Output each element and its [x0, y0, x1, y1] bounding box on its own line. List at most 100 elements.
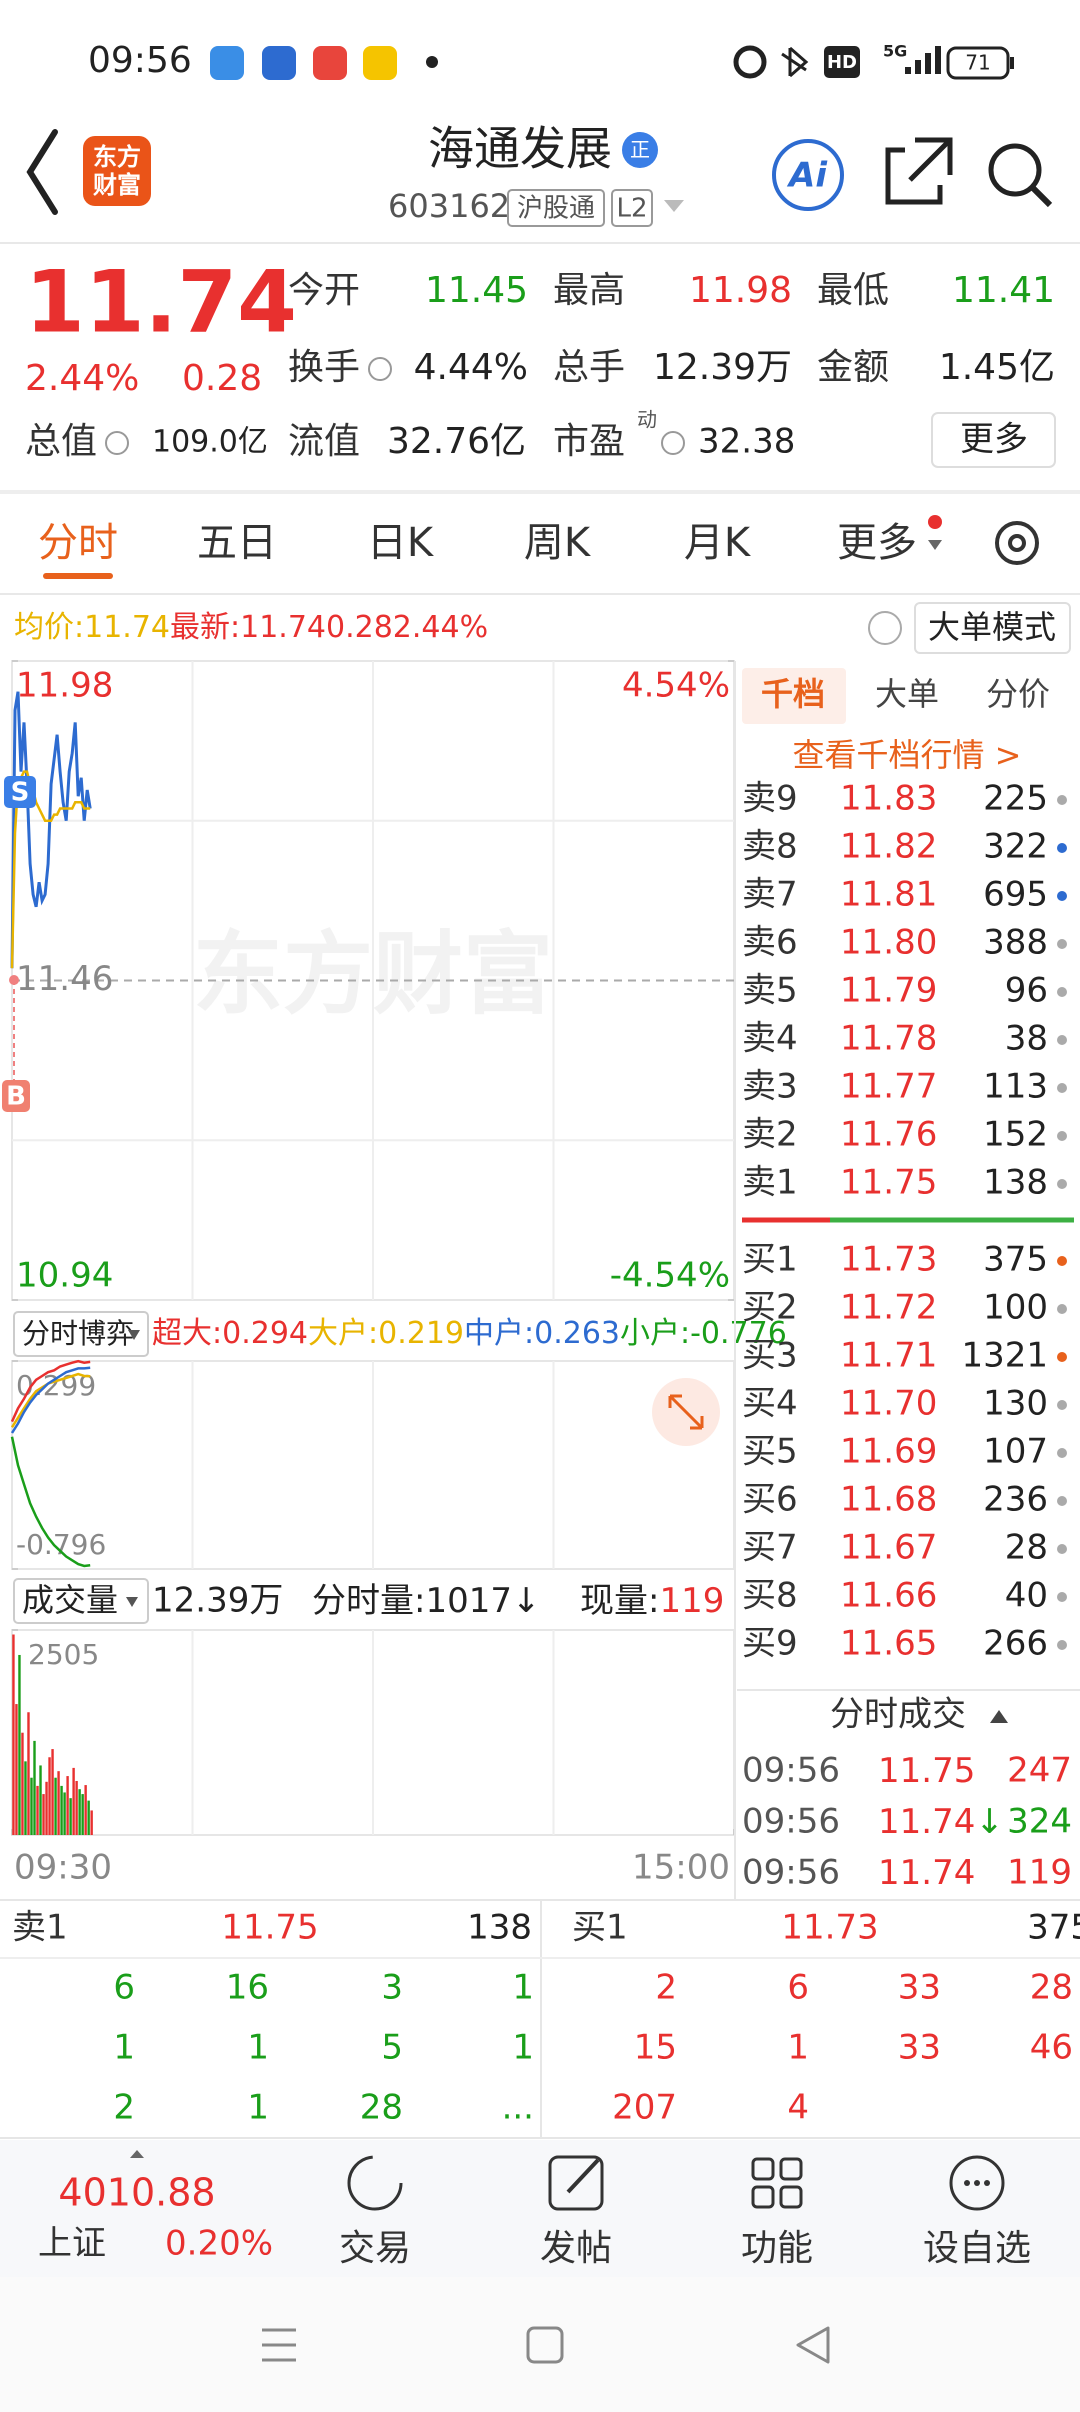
book-dot — [1057, 1179, 1067, 1189]
share-button[interactable] — [885, 137, 953, 205]
volume-bar — [18, 1654, 21, 1835]
tag-box — [611, 189, 653, 227]
book-label: 卖3 — [742, 1067, 798, 1107]
period-tab[interactable]: 五日 — [197, 520, 277, 566]
legend-value: 0.219 — [378, 1316, 464, 1351]
settings-button[interactable] — [995, 521, 1039, 565]
book-dot — [1057, 1256, 1067, 1266]
book-dot — [1057, 1400, 1067, 1410]
info-line: 均价:11.74最新:11.740.282.44% — [14, 610, 488, 645]
watermark: 东方财富 — [193, 922, 553, 1027]
stat-label: 换手 — [288, 347, 360, 388]
change-pct: 2.44% — [25, 358, 139, 399]
queue-order: 16 — [226, 1968, 269, 2008]
y-tick-label: -0.796 — [16, 1528, 106, 1561]
hd-box — [824, 46, 860, 78]
series-line — [10, 1359, 91, 1423]
battery-cap — [1010, 57, 1014, 69]
period-tab[interactable]: 分时 — [38, 520, 118, 566]
stat-label: 今开 — [288, 270, 360, 311]
mode-button[interactable] — [914, 602, 1071, 654]
book-dot — [1057, 1592, 1067, 1602]
nav-label[interactable]: 设自选 — [923, 2228, 1031, 2269]
trade-time: 09:56 — [742, 1853, 840, 1893]
battery-level: 71 — [965, 51, 990, 75]
book-dot — [1057, 1035, 1067, 1045]
more-button[interactable] — [931, 412, 1056, 468]
stat-value: 1.45亿 — [939, 347, 1055, 388]
book-volume: 100 — [983, 1288, 1048, 1328]
nav-label[interactable]: 交易 — [339, 2228, 411, 2269]
info-icon — [661, 431, 685, 455]
book-price: 11.70 — [840, 1384, 937, 1424]
tag-text: L2 — [616, 194, 647, 224]
book-tab[interactable]: 分价 — [986, 675, 1050, 713]
book-dot — [1057, 1304, 1067, 1314]
queue-order: 1 — [512, 2028, 534, 2068]
nav-label[interactable]: 发帖 — [540, 2228, 612, 2269]
tag-text: 沪股通 — [517, 194, 595, 224]
book-dot — [1057, 1640, 1067, 1650]
book-fade — [737, 1672, 1080, 1690]
book-volume: 375 — [983, 1240, 1048, 1280]
search-button[interactable] — [988, 143, 1042, 197]
book-price: 11.73 — [840, 1240, 937, 1280]
book-dot — [1057, 795, 1067, 805]
period-tab[interactable]: 更多 — [837, 520, 917, 566]
buy-marker: B — [6, 1082, 26, 1112]
book-price: 11.80 — [840, 923, 937, 963]
book-tab[interactable]: 千档 — [761, 675, 825, 713]
expand-icon — [668, 1394, 704, 1430]
period-tab[interactable]: 周K — [524, 520, 592, 566]
queue-order: 1 — [247, 2028, 269, 2068]
trade-volume: 119 — [1007, 1853, 1072, 1893]
book-tab[interactable]: 大单 — [875, 675, 939, 713]
nav-icon — [984, 2180, 990, 2186]
series-line — [10, 1436, 91, 1568]
nav-icon — [548, 2155, 604, 2211]
clock: 09:56 — [88, 40, 192, 81]
last-value: 11.74 — [240, 610, 326, 645]
volume-bar — [81, 1794, 84, 1835]
stat-label: 金额 — [817, 347, 889, 388]
legend-value: -0.776 — [690, 1316, 787, 1351]
period-tab[interactable]: 月K — [684, 520, 752, 566]
nav-label[interactable]: 功能 — [741, 2228, 813, 2269]
book-volume: 113 — [983, 1067, 1048, 1107]
book-volume: 96 — [1005, 971, 1048, 1011]
dropdown[interactable] — [13, 1578, 149, 1624]
book-volume: 388 — [983, 923, 1048, 963]
stock-code: 603162 — [388, 187, 510, 225]
stat-value: 109.0亿 — [152, 425, 268, 460]
trade-volume: 324 — [1007, 1802, 1072, 1842]
ai-button[interactable] — [772, 139, 844, 211]
bluetooth-icon — [781, 46, 809, 78]
stat-value: 11.41 — [952, 270, 1055, 311]
system-nav-bg — [0, 2277, 1080, 2412]
book-label: 买9 — [742, 1624, 798, 1664]
stat-value: 32.76亿 — [387, 421, 526, 462]
book-label: 卖5 — [742, 971, 798, 1011]
settings-hub — [1008, 534, 1026, 552]
queue-order: 33 — [898, 2028, 941, 2068]
stat-label: 最高 — [553, 270, 625, 311]
index-change: 0.20% — [165, 2224, 273, 2264]
index-value[interactable]: 4010.88 — [58, 2171, 215, 2215]
volume-bar — [51, 1749, 54, 1835]
book-volume: 152 — [983, 1115, 1048, 1155]
logo-text: 东方 — [93, 143, 141, 171]
book-volume: 266 — [983, 1624, 1048, 1664]
info-icon — [368, 357, 392, 381]
dropdown[interactable] — [13, 1311, 149, 1357]
queue-order: 15 — [634, 2028, 677, 2068]
book-volume: 40 — [1005, 1576, 1048, 1616]
book-price: 11.83 — [840, 779, 937, 819]
book-link[interactable]: 查看千档行情 > — [793, 736, 1022, 774]
period-tab[interactable]: 日K — [367, 520, 435, 566]
volume-bar — [24, 1761, 27, 1835]
tab-underline — [43, 573, 113, 579]
back-button[interactable] — [26, 129, 58, 215]
stat-value: 12.39万 — [653, 347, 792, 388]
queue-order: 6 — [787, 1968, 809, 2008]
